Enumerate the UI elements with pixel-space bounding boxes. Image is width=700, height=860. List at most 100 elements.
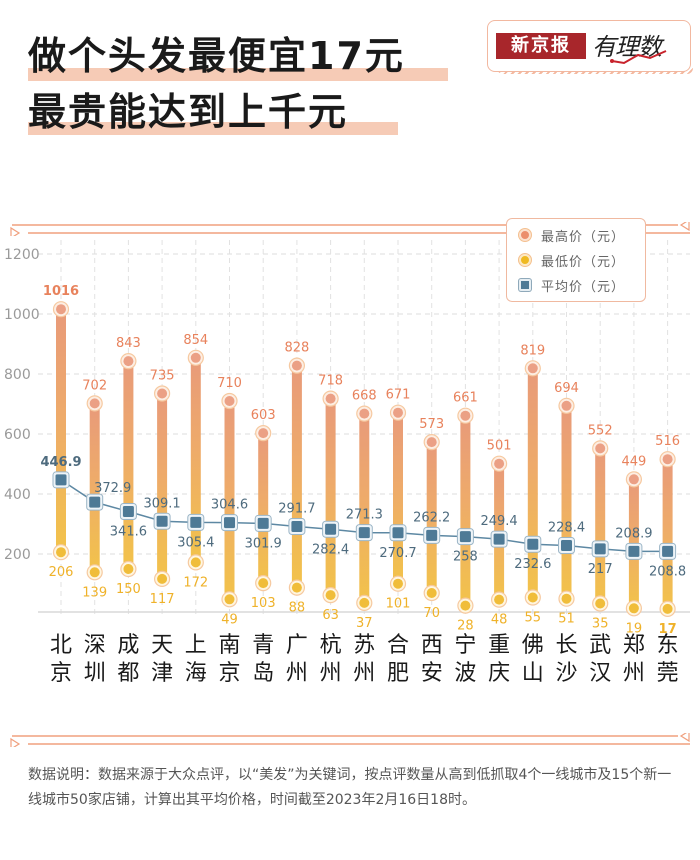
city-label-bottom: 海 xyxy=(185,661,207,686)
max-point xyxy=(291,360,302,371)
city-label-top: 广 xyxy=(286,633,308,658)
city-label-top: 北 xyxy=(50,633,72,658)
range-bar xyxy=(291,365,302,588)
city-label-top: 长 xyxy=(555,633,577,658)
city-label-bottom: 州 xyxy=(320,661,342,686)
city-label-bottom: 京 xyxy=(50,661,72,686)
avg-value-label: 217 xyxy=(588,562,613,577)
min-value-label: 70 xyxy=(423,606,440,621)
min-value-label: 63 xyxy=(322,608,339,623)
avg-value-label: 228.4 xyxy=(548,520,585,535)
city-label-top: 武 xyxy=(589,633,611,658)
avg-point xyxy=(493,533,505,545)
avg-value-label: 301.9 xyxy=(245,536,282,551)
city-label-bottom: 沙 xyxy=(555,661,577,686)
min-point xyxy=(494,594,505,605)
avg-point xyxy=(459,531,471,543)
min-value-label: 117 xyxy=(150,592,175,607)
range-bar xyxy=(460,415,471,606)
range-bar xyxy=(190,357,201,563)
min-value-label: 48 xyxy=(491,613,508,628)
max-point xyxy=(359,408,370,419)
range-bar xyxy=(595,448,606,604)
avg-value-label: 304.6 xyxy=(211,498,248,513)
max-value-label: 828 xyxy=(284,341,309,356)
max-point xyxy=(325,393,336,404)
max-dot-icon xyxy=(519,229,531,241)
avg-point xyxy=(594,543,606,555)
range-bar xyxy=(426,442,437,593)
page-title-line-1: 做个头发最便宜17元 xyxy=(28,34,405,78)
min-point xyxy=(325,590,336,601)
avg-value-label: 232.6 xyxy=(514,557,551,572)
max-point xyxy=(56,304,66,315)
min-point xyxy=(393,578,403,589)
city-label-top: 西 xyxy=(421,633,443,658)
y-tick-label: 600 xyxy=(4,427,31,443)
min-point xyxy=(561,593,572,604)
min-point xyxy=(628,603,639,614)
range-bar xyxy=(89,403,100,573)
range-bar xyxy=(56,309,66,553)
max-value-label: 671 xyxy=(386,388,411,403)
min-point xyxy=(359,597,370,608)
avg-value-label: 305.4 xyxy=(177,535,214,550)
avg-square-icon xyxy=(519,279,531,291)
city-label-top: 合 xyxy=(387,633,409,658)
legend-label-avg: 平均价（元） xyxy=(541,279,626,295)
y-tick-label: 1200 xyxy=(4,247,40,263)
min-point xyxy=(662,603,673,614)
avg-value-label: 208.8 xyxy=(649,564,686,579)
range-bar xyxy=(561,405,572,599)
max-value-label: 702 xyxy=(82,378,107,393)
city-label-bottom: 山 xyxy=(522,661,544,686)
avg-value-label: 309.1 xyxy=(143,496,180,511)
city-label-top: 杭 xyxy=(320,633,342,658)
min-value-label: 101 xyxy=(386,597,411,612)
min-value-label: 49 xyxy=(221,612,238,627)
min-value-label: 51 xyxy=(558,612,575,627)
legend-item-avg: 平均价（元） xyxy=(519,275,625,295)
range-bar xyxy=(325,398,336,596)
max-point xyxy=(460,410,471,421)
min-point xyxy=(224,594,235,605)
min-value-label: 172 xyxy=(183,575,208,590)
min-value-label: 150 xyxy=(116,582,141,597)
legend-label-max: 最高价（元） xyxy=(541,229,626,245)
price-chart: 200 400 600 800 1000 1200 1016 702 843 735 854 710… xyxy=(4,240,690,686)
max-value-label: 501 xyxy=(487,439,512,454)
avg-value-label: 270.7 xyxy=(379,546,416,561)
max-point xyxy=(561,400,572,411)
avg-value-label: 291.7 xyxy=(278,501,315,516)
city-label-bottom: 岛 xyxy=(252,661,274,686)
city-label-top: 成 xyxy=(117,633,139,658)
min-point xyxy=(460,600,471,611)
legend-item-min: 最低价（元） xyxy=(519,250,625,270)
range-bar xyxy=(359,413,370,603)
city-label-top: 重 xyxy=(488,633,510,658)
range-bar xyxy=(157,393,168,579)
min-point xyxy=(426,588,437,598)
range-bar xyxy=(527,368,538,598)
city-label-bottom: 汉 xyxy=(589,661,611,686)
max-value-label: 710 xyxy=(217,376,242,391)
max-value-label: 449 xyxy=(621,454,646,469)
avg-value-label: 271.3 xyxy=(346,508,383,523)
city-label-top: 苏 xyxy=(353,633,375,658)
avg-point xyxy=(55,474,67,486)
avg-value-label: 208.9 xyxy=(615,526,652,541)
avg-point xyxy=(426,529,438,541)
avg-point xyxy=(358,527,370,539)
max-point xyxy=(123,356,134,367)
max-value-label: 1016 xyxy=(43,284,79,299)
max-value-label: 668 xyxy=(352,389,377,404)
min-value-label: 17 xyxy=(659,622,677,637)
y-tick-label: 1000 xyxy=(4,307,40,323)
city-label-bottom: 都 xyxy=(117,661,139,686)
range-bar xyxy=(662,459,673,609)
min-point xyxy=(258,578,269,589)
avg-point xyxy=(224,517,235,529)
max-point xyxy=(258,428,269,439)
city-label-top: 青 xyxy=(252,633,274,658)
